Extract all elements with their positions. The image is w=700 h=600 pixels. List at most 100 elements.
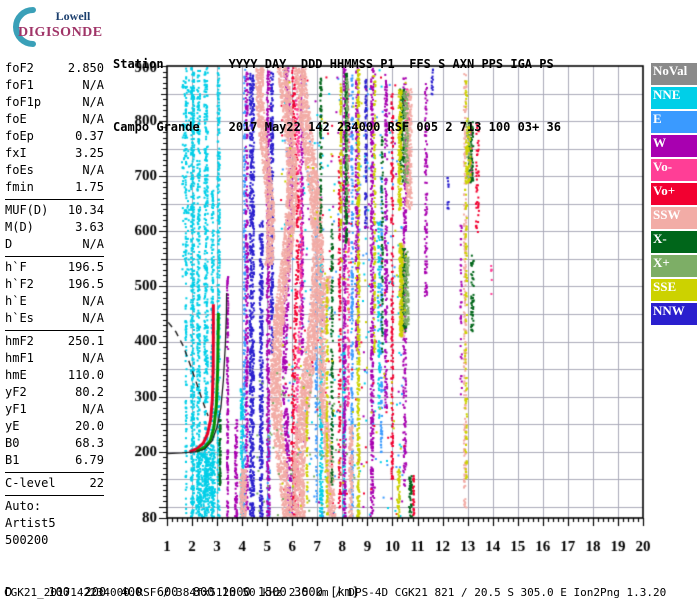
- parameter-row: h`E N/A: [5, 293, 104, 310]
- legend-item-nnw: NNW: [651, 303, 697, 325]
- parameter-label: hmE: [5, 368, 27, 382]
- parameter-row: fmin 1.75: [5, 179, 104, 196]
- parameter-label: Auto:: [5, 499, 42, 513]
- parameter-row: hmF2 250.1: [5, 333, 104, 350]
- panel-separator: [5, 330, 104, 331]
- parameter-row: B1 6.79: [5, 452, 104, 469]
- parameter-row: hmE 110.0: [5, 367, 104, 384]
- parameter-label: hmF2: [5, 334, 34, 348]
- parameter-label: Artist5: [5, 516, 56, 530]
- parameter-value: 196.5: [67, 260, 104, 274]
- parameter-label: h`F2: [5, 277, 34, 291]
- legend-item-sse: SSE: [651, 279, 697, 301]
- legend-item-noval: NoVal: [651, 63, 697, 85]
- legend-item-x: X+: [651, 255, 697, 277]
- parameter-row: foF2 2.850: [5, 60, 104, 77]
- panel-separator: [5, 256, 104, 257]
- parameter-row: yF2 80.2: [5, 384, 104, 401]
- parameter-label: C-level: [5, 476, 56, 490]
- parameter-row: B0 68.3: [5, 435, 104, 452]
- parameter-value: N/A: [82, 78, 104, 92]
- parameter-value: N/A: [82, 95, 104, 109]
- parameter-label: B1: [5, 453, 20, 467]
- parameter-value: 68.3: [75, 436, 104, 450]
- parameter-row: foEs N/A: [5, 162, 104, 179]
- parameter-value: 22: [89, 476, 104, 490]
- parameter-label: hmF1: [5, 351, 34, 365]
- dmuf-table: D 100 200 400 600 800 1000 1500 3000 [km…: [5, 555, 366, 600]
- parameter-value: N/A: [82, 112, 104, 126]
- parameter-value: 196.5: [67, 277, 104, 291]
- parameter-row: yE 20.0: [5, 418, 104, 435]
- parameter-row: foF1 N/A: [5, 77, 104, 94]
- panel-separator: [5, 495, 104, 496]
- parameter-label: foF2: [5, 61, 34, 75]
- parameter-label: yF1: [5, 402, 27, 416]
- legend-item-ssw: SSW: [651, 207, 697, 229]
- parameter-label: yF2: [5, 385, 27, 399]
- parameter-row: h`F2 196.5: [5, 276, 104, 293]
- panel-separator: [5, 472, 104, 473]
- parameter-value: 110.0: [67, 368, 104, 382]
- parameter-row: h`F 196.5: [5, 259, 104, 276]
- logo-lowell-text: Lowell: [55, 9, 91, 23]
- parameter-value: 2.850: [67, 61, 104, 75]
- parameter-label: foF1: [5, 78, 34, 92]
- parameter-row: D N/A: [5, 236, 104, 253]
- legend-item-e: E: [651, 111, 697, 133]
- parameter-row: yF1 N/A: [5, 401, 104, 418]
- parameter-row: foF1p N/A: [5, 94, 104, 111]
- parameter-label: M(D): [5, 220, 34, 234]
- parameter-value: 3.63: [75, 220, 104, 234]
- parameter-value: N/A: [82, 351, 104, 365]
- parameter-value: N/A: [82, 402, 104, 416]
- parameter-value: 20.0: [75, 419, 104, 433]
- parameter-value: 10.34: [67, 203, 104, 217]
- panel-separator: [5, 199, 104, 200]
- parameter-row: foEp 0.37: [5, 128, 104, 145]
- legend-item-vo: Vo-: [651, 159, 697, 181]
- parameter-value: N/A: [82, 311, 104, 325]
- parameter-value: 6.79: [75, 453, 104, 467]
- parameter-value: 3.25: [75, 146, 104, 160]
- legend-item-nne: NNE: [651, 87, 697, 109]
- header-line-2: Campo Grande 2017 May22 142 234000 RSF 0…: [113, 120, 561, 134]
- legend-item-vo: Vo+: [651, 183, 697, 205]
- parameter-row: C-level 22: [5, 475, 104, 492]
- parameter-label: foF1p: [5, 95, 42, 109]
- legend-item-x: X-: [651, 231, 697, 253]
- parameter-value: 0.37: [75, 129, 104, 143]
- footer-line: CGK21_2017142234000.RSF / 384fx512h 50 k…: [4, 586, 667, 599]
- parameter-label: MUF(D): [5, 203, 49, 217]
- parameter-label: yE: [5, 419, 20, 433]
- parameter-panel: foF2 2.850 foF1 N/A foF1p N/A foE N/A foEp 0.37 fx…: [5, 60, 104, 549]
- header-block: Station YYYY DAY DDD HHMMSS P1 FFS S AXN…: [113, 12, 561, 180]
- parameter-label: foEs: [5, 163, 34, 177]
- logo-arc-icon: [13, 7, 36, 47]
- parameter-label: fmin: [5, 180, 34, 194]
- parameter-row: MUF(D) 10.34: [5, 202, 104, 219]
- parameter-row: M(D) 3.63: [5, 219, 104, 236]
- parameter-label: h`E: [5, 294, 27, 308]
- parameter-row: foE N/A: [5, 111, 104, 128]
- header-line-1: Station YYYY DAY DDD HHMMSS P1 FFS S AXN…: [113, 57, 554, 71]
- digisonde-logo: Lowell DIGISONDE: [6, 4, 114, 50]
- parameter-label: D: [5, 237, 13, 251]
- parameter-label: h`F: [5, 260, 27, 274]
- parameter-value: N/A: [82, 237, 104, 251]
- legend-item-w: W: [651, 135, 697, 157]
- parameter-label: h`Es: [5, 311, 34, 325]
- legend: NoVal NNE E W Vo- Vo+ SSW X- X+ SSE NNW: [651, 63, 697, 327]
- logo-digisonde-text: DIGISONDE: [18, 25, 103, 40]
- parameter-row: Auto:: [5, 498, 104, 515]
- parameter-label: fxI: [5, 146, 27, 160]
- parameter-label: foE: [5, 112, 27, 126]
- parameter-label: foEp: [5, 129, 34, 143]
- parameter-row: fxI 3.25: [5, 145, 104, 162]
- parameter-value: 80.2: [75, 385, 104, 399]
- parameter-value: N/A: [82, 163, 104, 177]
- parameter-row: Artist5: [5, 515, 104, 532]
- parameter-row: hmF1 N/A: [5, 350, 104, 367]
